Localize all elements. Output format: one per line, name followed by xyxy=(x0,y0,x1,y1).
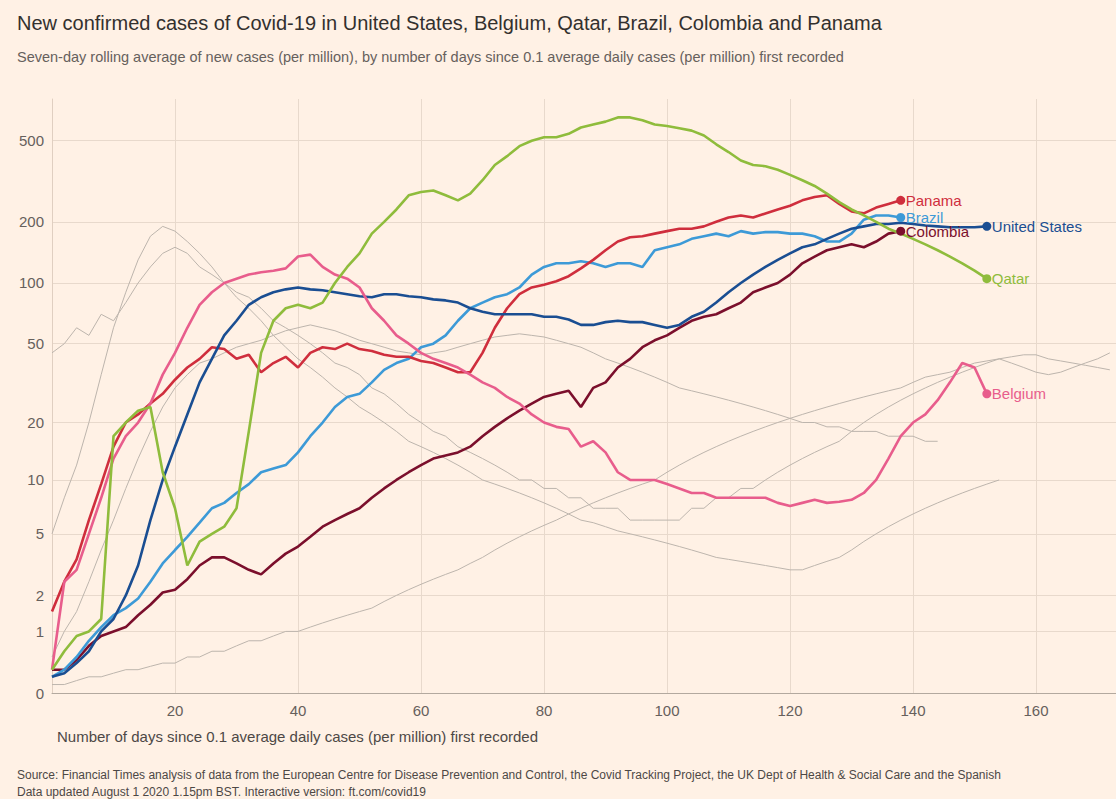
svg-text:100: 100 xyxy=(19,274,44,291)
svg-text:Belgium: Belgium xyxy=(992,385,1046,402)
svg-text:20: 20 xyxy=(27,414,44,431)
svg-text:40: 40 xyxy=(290,702,307,719)
svg-text:Qatar: Qatar xyxy=(992,270,1030,287)
svg-text:0: 0 xyxy=(36,685,44,702)
svg-text:200: 200 xyxy=(19,213,44,230)
svg-text:50: 50 xyxy=(27,335,44,352)
svg-text:Panama: Panama xyxy=(906,192,963,209)
svg-text:500: 500 xyxy=(19,132,44,149)
svg-text:100: 100 xyxy=(655,702,680,719)
svg-text:Brazil: Brazil xyxy=(906,209,944,226)
svg-text:United States: United States xyxy=(992,218,1082,235)
svg-text:10: 10 xyxy=(27,471,44,488)
svg-text:Colombia: Colombia xyxy=(905,222,970,240)
svg-text:Number of days since 0.1 avera: Number of days since 0.1 average daily c… xyxy=(57,728,538,745)
svg-text:Source: Financial Times analys: Source: Financial Times analysis of data… xyxy=(17,768,1001,782)
svg-text:160: 160 xyxy=(1024,702,1049,719)
svg-text:5: 5 xyxy=(36,525,44,542)
svg-text:1: 1 xyxy=(36,623,44,640)
svg-text:2: 2 xyxy=(36,587,44,604)
svg-text:20: 20 xyxy=(167,702,184,719)
svg-text:120: 120 xyxy=(778,702,803,719)
svg-text:140: 140 xyxy=(901,702,926,719)
svg-text:60: 60 xyxy=(413,702,430,719)
svg-text:New confirmed cases of Covid-1: New confirmed cases of Covid-19 in Unite… xyxy=(17,12,883,34)
svg-text:80: 80 xyxy=(536,702,553,719)
svg-text:Seven-day rolling average of n: Seven-day rolling average of new cases (… xyxy=(17,49,844,65)
svg-text:Data updated August 1 2020 1.1: Data updated August 1 2020 1.15pm BST. I… xyxy=(17,785,426,799)
